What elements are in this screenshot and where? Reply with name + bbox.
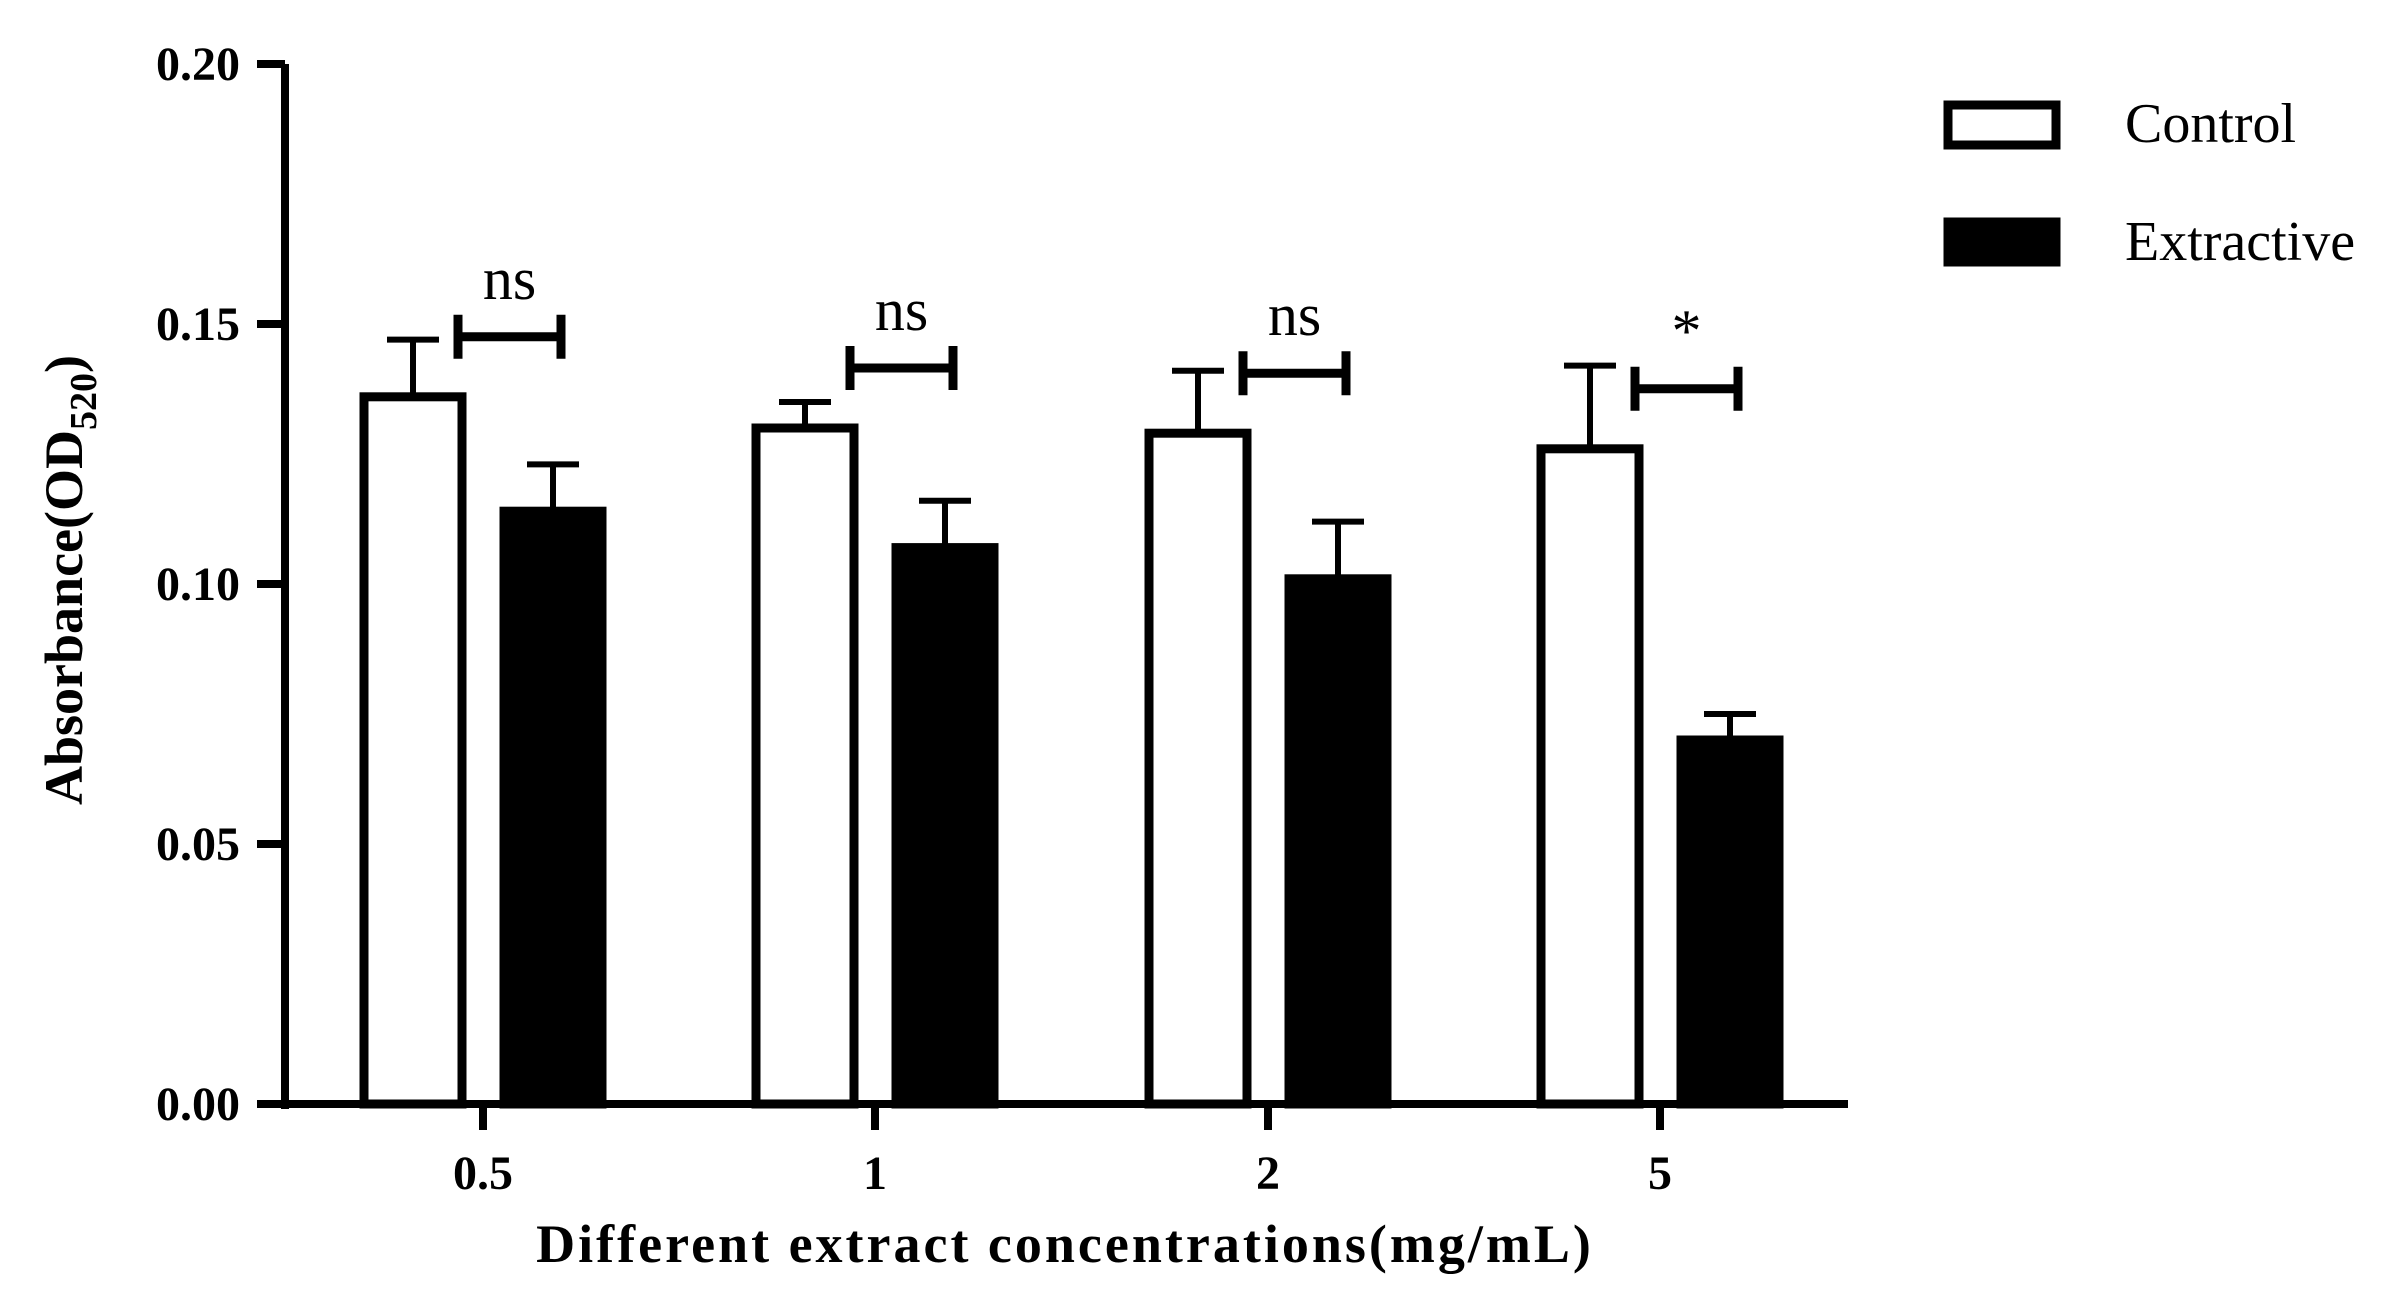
y-tick-label: 0.15 — [156, 298, 240, 351]
significance-label: ns — [875, 277, 928, 343]
y-tick-label: 0.10 — [156, 558, 240, 611]
x-axis-title: Different extract concentrations(mg/mL) — [536, 1214, 1594, 1274]
y-axis-title: Absorbance(OD520) — [34, 355, 105, 805]
x-tick-label: 0.5 — [453, 1147, 513, 1200]
x-tick-label: 1 — [863, 1147, 887, 1200]
legend: Control Extractive — [1943, 93, 2355, 273]
bar-extractive — [499, 506, 607, 1109]
legend-swatch-extractive — [1943, 217, 2061, 267]
error-bars — [387, 336, 1756, 740]
y-axis-title-close: ) — [34, 355, 94, 373]
bar-control — [1144, 428, 1252, 1109]
y-axis-title-main: Absorbance(OD — [34, 430, 94, 805]
y-axis-title-subscript: 520 — [63, 373, 105, 430]
bars — [359, 392, 1784, 1109]
x-axis: 0.5 1 2 5 — [281, 1100, 1848, 1200]
significance-label: * — [1672, 298, 1702, 364]
bar-control — [751, 423, 859, 1109]
y-tick-label: 0.05 — [156, 818, 240, 871]
y-tick-label: 0.00 — [156, 1078, 240, 1131]
significance-label: ns — [1268, 282, 1321, 348]
x-tick-label: 5 — [1648, 1147, 1672, 1200]
y-tick-label: 0.20 — [156, 38, 240, 91]
significance-markers: ns ns ns * — [453, 246, 1743, 411]
bar-extractive — [1284, 574, 1392, 1109]
legend-swatch-control — [1943, 100, 2061, 150]
legend-label-control: Control — [2125, 93, 2296, 155]
bar-control — [359, 392, 467, 1109]
x-tick-label: 2 — [1256, 1147, 1280, 1200]
bar-extractive — [891, 543, 999, 1109]
legend-label-extractive: Extractive — [2125, 211, 2355, 273]
significance-label: ns — [483, 246, 536, 312]
bar-control — [1536, 444, 1644, 1109]
bar-extractive — [1676, 735, 1784, 1109]
y-axis: 0.00 0.05 0.10 0.15 0.20 — [156, 38, 289, 1131]
